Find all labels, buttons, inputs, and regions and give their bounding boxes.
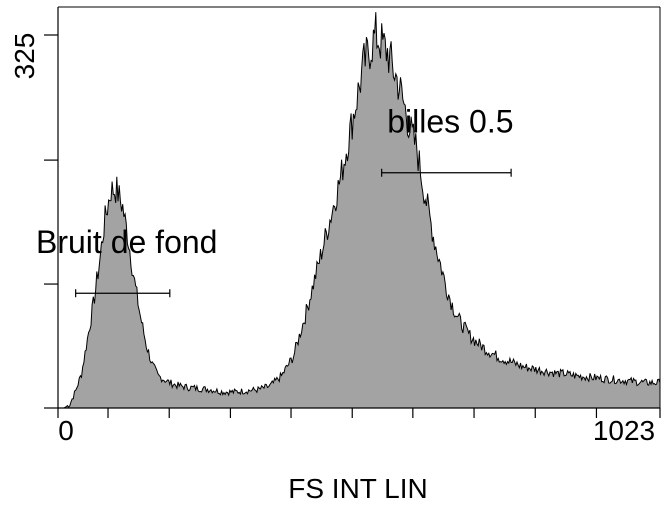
gate-annotations: Bruit de fond billes 0.5 [36, 104, 514, 298]
histogram-line [58, 12, 661, 409]
plot-area [58, 12, 661, 409]
y-tick-label-max: 325 [9, 33, 40, 80]
x-axis-title: FS INT LIN [288, 473, 428, 504]
axes [44, 6, 661, 418]
gate-label: Bruit de fond [36, 224, 217, 260]
x-tick-label-max: 1023 [593, 415, 655, 446]
histogram-fill [58, 12, 660, 408]
gate-label: billes 0.5 [387, 104, 513, 140]
x-tick-label-min: 0 [58, 415, 74, 446]
